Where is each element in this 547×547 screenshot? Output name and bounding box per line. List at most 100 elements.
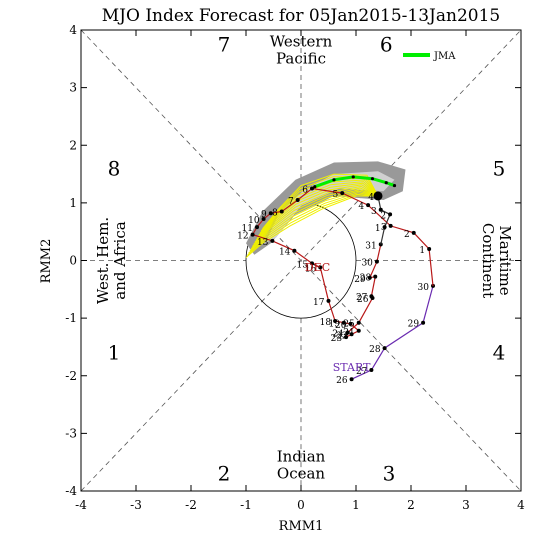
trajectory-dec bbox=[251, 187, 434, 339]
ensemble-member-line bbox=[253, 185, 379, 245]
x-tick-label: -1 bbox=[240, 498, 252, 512]
region-label: Indian bbox=[277, 448, 326, 466]
trajectory-point bbox=[270, 238, 275, 243]
ensemble-member-line bbox=[260, 176, 379, 232]
y-tick-label: 2 bbox=[69, 138, 77, 152]
trajectory-point bbox=[411, 230, 416, 235]
trajectory-point bbox=[310, 186, 314, 191]
day-label: 30 bbox=[361, 259, 373, 269]
chart-title: MJO Index Forecast for 05Jan2015-13Jan20… bbox=[102, 6, 500, 26]
ensemble-member-line bbox=[257, 181, 379, 239]
trajectory-point bbox=[421, 320, 426, 325]
trajectory-point bbox=[268, 211, 273, 216]
phase-label: 2 bbox=[218, 462, 231, 486]
day-label: 26 bbox=[357, 295, 369, 305]
day-label: 5 bbox=[333, 190, 339, 200]
phase-label: 6 bbox=[380, 32, 393, 56]
jma-forecast-point bbox=[370, 177, 375, 181]
day-label: 27 bbox=[356, 293, 368, 303]
phase-label: 7 bbox=[218, 32, 231, 56]
ensemble-member-line bbox=[251, 187, 379, 247]
trajectory-point bbox=[356, 320, 361, 325]
day-label: 7 bbox=[288, 197, 294, 207]
ensemble-member-line bbox=[250, 189, 379, 250]
day-label: 4 bbox=[358, 202, 364, 212]
jma-forecast-point bbox=[392, 183, 397, 188]
day-label: 19 bbox=[328, 320, 340, 330]
day-label: 23 bbox=[331, 334, 343, 344]
trajectory-point bbox=[366, 203, 371, 208]
x-tick-label: 0 bbox=[297, 498, 305, 512]
day-label: 18 bbox=[320, 318, 332, 328]
x-axis-label: RMM1 bbox=[279, 519, 324, 534]
trajectory-point bbox=[388, 212, 393, 217]
region-label: and Africa bbox=[111, 221, 129, 299]
phase-label: 4 bbox=[493, 341, 506, 365]
x-tick-label: -3 bbox=[130, 498, 142, 512]
day-label: 15 bbox=[297, 260, 309, 270]
trajectory-point bbox=[292, 248, 297, 253]
y-tick-label: 0 bbox=[69, 254, 77, 268]
x-tick-label: -4 bbox=[75, 498, 87, 512]
ensemble-member-line bbox=[254, 184, 379, 243]
trajectory-point bbox=[382, 346, 387, 351]
day-label: 29 bbox=[354, 275, 366, 285]
phase-divider-antidiagonal bbox=[80, 29, 522, 492]
legend-jma-label: JMA bbox=[433, 51, 456, 62]
trajectory-point bbox=[295, 197, 300, 202]
trajectory-point bbox=[318, 265, 323, 270]
y-tick-label: 1 bbox=[69, 196, 77, 210]
region-label: West. Hem. bbox=[94, 217, 112, 304]
day-label: 12 bbox=[237, 232, 248, 242]
day-label: 3 bbox=[371, 207, 377, 217]
y-axis-label: RMM2 bbox=[39, 239, 54, 284]
day-label: 27 bbox=[356, 367, 368, 377]
y-tick-label: 3 bbox=[69, 81, 77, 95]
day-label: 28 bbox=[369, 345, 381, 355]
day-label: 29 bbox=[408, 320, 420, 330]
ensemble-member-line bbox=[246, 193, 379, 256]
phase-label: 3 bbox=[383, 462, 396, 486]
day-label: 28 bbox=[360, 274, 372, 284]
trajectory-point bbox=[250, 232, 255, 237]
day-label: 1 bbox=[419, 246, 425, 256]
day-label: 6 bbox=[302, 185, 308, 195]
y-tick-label: -1 bbox=[65, 311, 77, 325]
day-label: 20 bbox=[335, 321, 347, 331]
x-tick-label: 2 bbox=[407, 498, 415, 512]
trajectory-point bbox=[348, 321, 353, 326]
trajectory-point bbox=[349, 332, 354, 337]
y-tick-label: -3 bbox=[65, 426, 77, 440]
day-label: 16 bbox=[305, 264, 317, 274]
day-label: 25 bbox=[343, 320, 355, 330]
day-label: 2 bbox=[380, 211, 386, 221]
trajectory-point bbox=[374, 259, 379, 264]
region-label: Maritime bbox=[496, 225, 514, 295]
day-label: 13 bbox=[257, 238, 269, 248]
day-label: 30 bbox=[418, 283, 430, 293]
ensemble-member-line bbox=[245, 195, 378, 258]
day-label: 14 bbox=[279, 248, 291, 258]
jma-forecast-point bbox=[332, 178, 336, 182]
trajectory-point bbox=[378, 207, 383, 212]
trajectory-point bbox=[344, 335, 349, 340]
day-label: 9 bbox=[261, 210, 267, 220]
day-label: 11 bbox=[242, 224, 253, 234]
x-tick-label: -2 bbox=[185, 498, 197, 512]
day-label: 10 bbox=[248, 216, 260, 226]
trajectory-point bbox=[341, 320, 346, 325]
phase-label: 1 bbox=[108, 341, 121, 365]
day-label: 31 bbox=[365, 241, 376, 251]
day-label: 24 bbox=[332, 330, 344, 340]
trajectory-point bbox=[382, 225, 387, 230]
trajectory-point bbox=[427, 246, 432, 251]
y-tick-label: -2 bbox=[65, 369, 77, 383]
day-label: 4 bbox=[368, 193, 374, 203]
trajectory-point bbox=[369, 367, 374, 372]
ensemble-member-line bbox=[248, 192, 379, 254]
trajectory-point bbox=[367, 275, 372, 280]
trajectory-point bbox=[340, 191, 345, 196]
trajectory-point bbox=[369, 294, 374, 299]
